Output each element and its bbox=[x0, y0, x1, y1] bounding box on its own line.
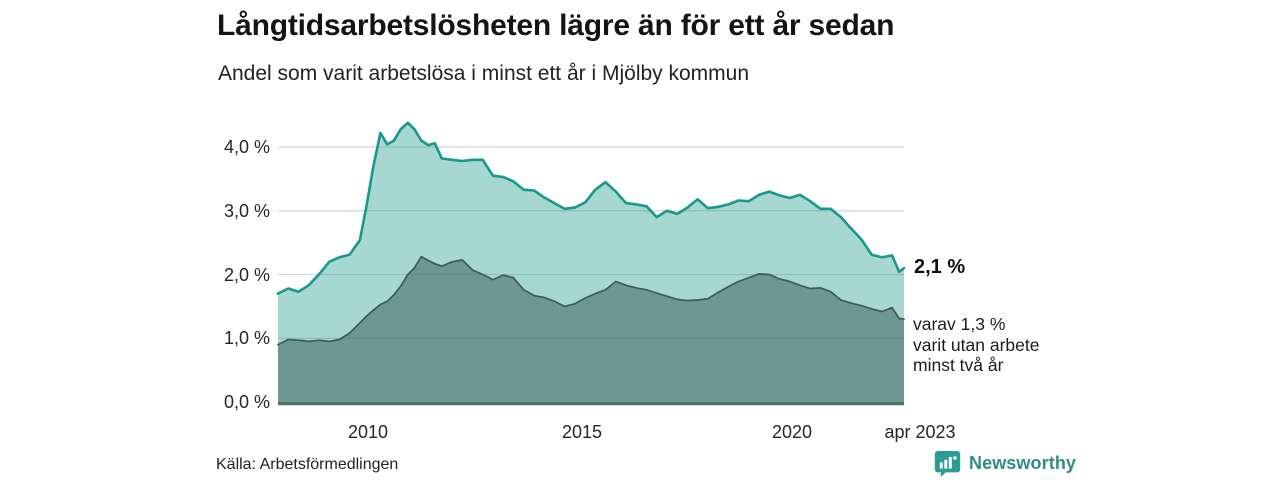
y-tick-label: 4,0 % bbox=[223, 137, 270, 157]
source-label: Källa: Arbetsförmedlingen bbox=[216, 456, 399, 473]
gridlines bbox=[278, 146, 904, 339]
line-unemployed-2yr bbox=[277, 255, 905, 346]
area-unemployed-2yr bbox=[278, 256, 904, 402]
newsworthy-brand-text: Newsworthy bbox=[969, 452, 1077, 473]
chart-subtitle: Andel som varit arbetslösa i minst ett å… bbox=[218, 62, 750, 85]
y-tick-label: 1,0 % bbox=[223, 328, 270, 349]
newsworthy-chart-bubble-icon bbox=[934, 450, 961, 477]
x-tick-label: 2020 bbox=[771, 422, 813, 442]
y-tick-label: 0,0 % bbox=[223, 392, 270, 412]
chart-title: Långtidsarbetslösheten lägre än för ett … bbox=[217, 9, 895, 42]
x-tick-label: apr 2023 bbox=[884, 422, 956, 442]
end-note-line: minst två år bbox=[913, 355, 1004, 375]
x-tick-label: 2010 bbox=[347, 422, 389, 442]
end-note-line: varit utan arbete bbox=[913, 334, 1040, 355]
newsworthy-logo: Newsworthy bbox=[933, 448, 1076, 478]
line-unemployed-1yr bbox=[276, 121, 906, 295]
y-tick-label: 2,0 % bbox=[223, 264, 270, 285]
end-note-line: varav 1,3 % bbox=[913, 314, 1006, 334]
end-value-label: 2,1 % bbox=[914, 256, 966, 278]
y-tick-label: 3,0 % bbox=[223, 200, 270, 221]
x-tick-label: 2015 bbox=[561, 422, 603, 442]
end-note-label: varav 1,3 % varit utan arbete minst två … bbox=[913, 314, 1039, 376]
area-unemployed-1yr bbox=[278, 122, 904, 403]
